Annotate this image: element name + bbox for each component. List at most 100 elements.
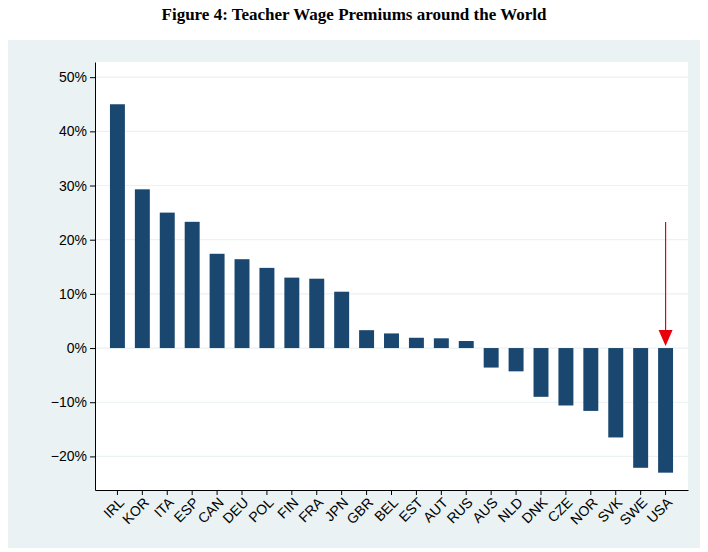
x-tick-mark bbox=[416, 490, 417, 495]
y-tick-label: 10% bbox=[59, 286, 87, 302]
x-tick-label: EST bbox=[395, 494, 426, 525]
y-axis-line bbox=[95, 63, 96, 491]
x-tick-mark bbox=[242, 490, 243, 495]
x-tick: NLD bbox=[495, 490, 526, 525]
bar bbox=[608, 348, 623, 437]
bar bbox=[284, 278, 299, 348]
x-tick-mark bbox=[366, 490, 367, 495]
grid-line bbox=[95, 185, 688, 186]
y-tick-mark bbox=[90, 294, 95, 295]
plot-region bbox=[95, 62, 688, 490]
bars bbox=[110, 104, 673, 472]
bar bbox=[409, 338, 424, 348]
x-tick-mark bbox=[491, 490, 492, 495]
x-tick: AUS bbox=[469, 490, 501, 526]
bar bbox=[185, 222, 200, 348]
x-tick: DEU bbox=[219, 490, 251, 526]
grid-line bbox=[95, 293, 688, 294]
x-tick-mark bbox=[466, 490, 467, 495]
grid bbox=[95, 77, 688, 456]
bar bbox=[359, 330, 374, 348]
x-tick-mark bbox=[516, 490, 517, 495]
grid-line bbox=[95, 77, 688, 78]
x-tick-label: GBR bbox=[343, 494, 376, 527]
y-tick: 20% bbox=[59, 232, 95, 248]
x-tick: KOR bbox=[119, 490, 152, 527]
y-tick: −20% bbox=[51, 448, 95, 464]
x-tick-label: AUT bbox=[420, 494, 451, 525]
y-tick-label: −20% bbox=[51, 448, 87, 464]
bar bbox=[160, 213, 175, 348]
x-tick-label: SWE bbox=[616, 494, 650, 528]
bar bbox=[558, 348, 573, 405]
y-tick-mark bbox=[90, 456, 95, 457]
x-tick: POL bbox=[245, 490, 276, 525]
y-tick-label: 0% bbox=[67, 340, 87, 356]
bar bbox=[459, 341, 474, 348]
x-tick-mark bbox=[665, 490, 666, 495]
y-tick: −10% bbox=[51, 394, 95, 410]
x-tick-mark bbox=[565, 490, 566, 495]
x-tick-mark bbox=[316, 490, 317, 495]
y-tick: 10% bbox=[59, 286, 95, 302]
y-tick-mark bbox=[90, 240, 95, 241]
x-tick-mark bbox=[341, 490, 342, 495]
x-tick-mark bbox=[391, 490, 392, 495]
x-tick-mark bbox=[540, 490, 541, 495]
y-tick: 50% bbox=[59, 69, 95, 85]
x-tick: USA bbox=[643, 490, 675, 526]
x-tick-mark bbox=[142, 490, 143, 495]
bar bbox=[484, 348, 499, 368]
x-tick: EST bbox=[395, 490, 426, 525]
chart-title: Figure 4: Teacher Wage Premiums around t… bbox=[162, 5, 547, 24]
y-tick-label: −10% bbox=[51, 394, 87, 410]
x-tick-label: DNK bbox=[518, 494, 551, 527]
x-tick: ESP bbox=[171, 490, 202, 525]
x-tick: GBR bbox=[343, 490, 376, 527]
y-tick-mark bbox=[90, 131, 95, 132]
bar bbox=[434, 338, 449, 348]
arrow bbox=[659, 222, 673, 346]
bar bbox=[110, 104, 125, 348]
x-tick-mark bbox=[640, 490, 641, 495]
x-tick: FRA bbox=[295, 490, 327, 525]
y-tick-mark bbox=[90, 402, 95, 403]
x-tick: AUT bbox=[420, 490, 451, 525]
x-tick: CAN bbox=[194, 490, 226, 526]
x-tick-label: RUS bbox=[444, 494, 476, 526]
x-axis: IRLKORITAESPCANDEUPOLFINFRAJPNGBRBELESTA… bbox=[96, 490, 689, 528]
x-tick: NOR bbox=[567, 490, 600, 528]
graph-region bbox=[8, 40, 700, 548]
y-tick-label: 40% bbox=[59, 123, 87, 139]
x-tick-label: DEU bbox=[219, 494, 251, 526]
x-tick: RUS bbox=[444, 490, 476, 526]
bar bbox=[534, 348, 549, 397]
y-tick-label: 30% bbox=[59, 178, 87, 194]
y-tick: 40% bbox=[59, 123, 95, 139]
y-tick-mark bbox=[90, 77, 95, 78]
x-tick-label: ESP bbox=[171, 494, 202, 525]
grid-line bbox=[95, 131, 688, 132]
grid-line bbox=[95, 456, 688, 457]
y-tick: 30% bbox=[59, 178, 95, 194]
grid-line bbox=[95, 239, 688, 240]
x-tick-mark bbox=[441, 490, 442, 495]
bar bbox=[509, 348, 524, 371]
bar bbox=[583, 348, 598, 411]
x-tick: DNK bbox=[518, 490, 551, 526]
x-tick-mark bbox=[192, 490, 193, 495]
bar bbox=[135, 189, 150, 348]
y-tick-mark bbox=[90, 186, 95, 187]
x-tick-mark bbox=[291, 490, 292, 495]
x-tick-mark bbox=[615, 490, 616, 495]
bar bbox=[384, 333, 399, 348]
x-tick-label: USA bbox=[643, 494, 675, 526]
x-tick-mark bbox=[117, 490, 118, 495]
x-tick-label: AUS bbox=[469, 494, 501, 526]
bar bbox=[259, 268, 274, 348]
y-tick-mark bbox=[90, 348, 95, 349]
arrow-shaft bbox=[665, 222, 666, 332]
x-tick-label: FRA bbox=[295, 494, 327, 526]
bar bbox=[235, 259, 250, 348]
bar bbox=[210, 254, 225, 348]
